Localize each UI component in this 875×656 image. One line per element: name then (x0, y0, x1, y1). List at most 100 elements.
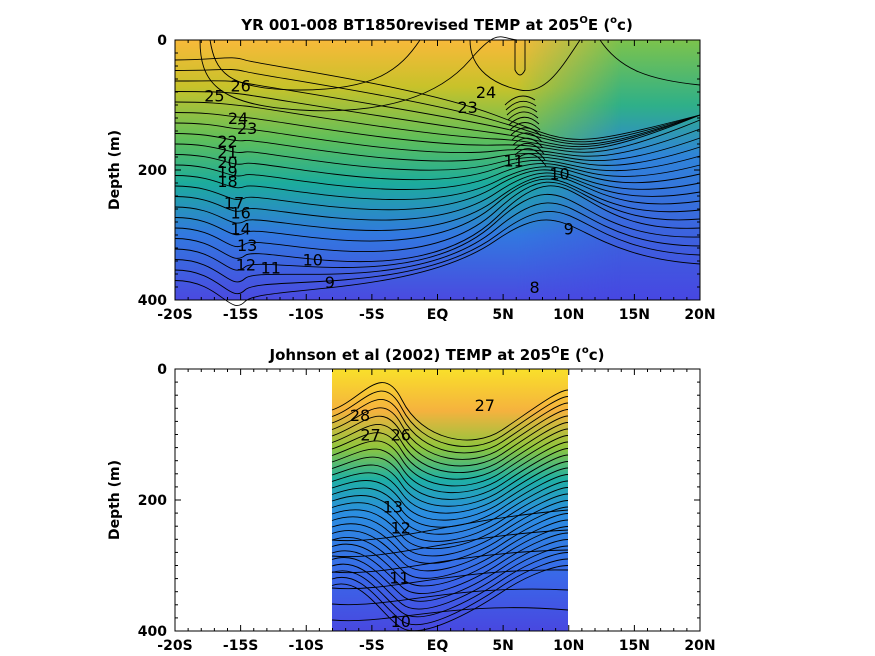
y-tick-label: 0 (157, 33, 167, 49)
contour-line (506, 106, 538, 116)
contour-line (331, 415, 569, 467)
contour-label: 9 (325, 273, 335, 292)
contour-line (331, 506, 569, 564)
contour-line (504, 95, 536, 106)
x-tick-label: -10S (289, 307, 324, 323)
x-tick-label: -10S (289, 638, 324, 654)
contour-line (331, 532, 569, 594)
contour-line (174, 112, 701, 153)
contour-label: 11 (389, 568, 409, 587)
contour-line (512, 137, 544, 149)
contour-line (174, 166, 701, 200)
x-tick-label: 5N (492, 638, 513, 654)
x-tick-label: 20N (684, 307, 715, 323)
x-tick-label: 20N (684, 638, 715, 654)
contour-line (599, 39, 701, 86)
contour-line (331, 448, 569, 500)
contour-label: 12 (391, 519, 411, 538)
contour-line (174, 133, 701, 162)
contour-label: 27 (475, 396, 495, 415)
contour-line (331, 545, 569, 610)
contour-line (174, 169, 701, 211)
contour-label: 16 (230, 203, 250, 222)
contour-line (174, 154, 701, 181)
x-tick-label: -5S (359, 638, 385, 654)
contour-line (331, 428, 569, 480)
top-x-tick-labels: -20S -15S -10S -5S EQ 5N 10N 15N 20N (157, 307, 715, 323)
contour-label: 13 (237, 236, 257, 255)
contour-label: 28 (350, 406, 370, 425)
contour-label: 23 (458, 98, 478, 117)
contour-line (331, 529, 569, 558)
contour-label: 25 (204, 86, 224, 105)
contour-line (174, 202, 701, 283)
x-tick-label: -5S (359, 307, 385, 323)
contour-label: 9 (564, 220, 574, 239)
contour-line (469, 39, 581, 92)
contour-line (509, 122, 541, 131)
contour-line (174, 175, 701, 231)
contour-line (331, 558, 569, 626)
contour-line (331, 480, 569, 535)
contour-line (174, 91, 701, 148)
bottom-title: Johnson et al (2002) TEMP at 205OE (oc) (268, 345, 604, 364)
contour-line (209, 39, 421, 91)
y-tick-label: 200 (138, 493, 167, 509)
y-tick-label: 200 (138, 163, 167, 179)
contour-line (507, 111, 539, 121)
contour-label: 11 (261, 259, 281, 278)
contour-label: 8 (530, 278, 540, 297)
contour-line (331, 422, 569, 474)
contour-line (331, 569, 569, 590)
y-tick-label: 400 (138, 624, 167, 640)
contour-line (511, 132, 543, 143)
contour-line (514, 148, 546, 161)
contour-line (510, 127, 542, 137)
contour-line (331, 509, 569, 542)
contour-line (331, 467, 569, 521)
contour-line (508, 116, 540, 126)
bottom-panel: Johnson et al (2002) TEMP at 205OE (oc) … (107, 345, 716, 654)
contour-line (331, 399, 569, 454)
contour-line (174, 181, 701, 253)
x-tick-label: 10N (553, 307, 584, 323)
contour-label: 10 (391, 612, 411, 631)
contour-line (331, 390, 569, 447)
top-y-tick-labels: 0 200 400 (138, 33, 167, 309)
x-tick-label: -15S (223, 307, 258, 323)
x-tick-label: 15N (619, 638, 650, 654)
contour-line (331, 487, 569, 542)
contour-label: 17 (224, 194, 244, 213)
bottom-y-tick-labels: 0 200 400 (138, 362, 167, 640)
contour-label: 26 (391, 426, 411, 445)
top-panel: YR 001-008 BT1850revised TEMP at 205OE (… (107, 15, 716, 323)
x-tick-label: 5N (492, 307, 513, 323)
contour-line (331, 441, 569, 493)
x-tick-label: EQ (427, 307, 449, 323)
contour-label: 14 (230, 220, 250, 239)
contour-line (199, 36, 521, 112)
x-tick-label: EQ (427, 638, 449, 654)
contour-line (174, 194, 701, 271)
contour-label: 22 (217, 132, 237, 151)
contour-label: 11 (503, 151, 523, 170)
contour-line (331, 539, 569, 602)
x-tick-label: 15N (619, 307, 650, 323)
contour-line (174, 122, 701, 157)
contour-label: 20 (217, 153, 237, 172)
contour-label: 26 (230, 77, 250, 96)
contour-line (331, 500, 569, 557)
contour-line (331, 526, 569, 587)
x-tick-label: 10N (553, 638, 584, 654)
contour-line (513, 143, 545, 155)
contour-label: 18 (217, 172, 237, 191)
contour-line (174, 178, 701, 242)
contour-line (331, 461, 569, 514)
contour-line (174, 80, 701, 145)
contour-label: 12 (236, 255, 256, 274)
contour-line (331, 549, 569, 574)
y-tick-label: 0 (157, 362, 167, 378)
